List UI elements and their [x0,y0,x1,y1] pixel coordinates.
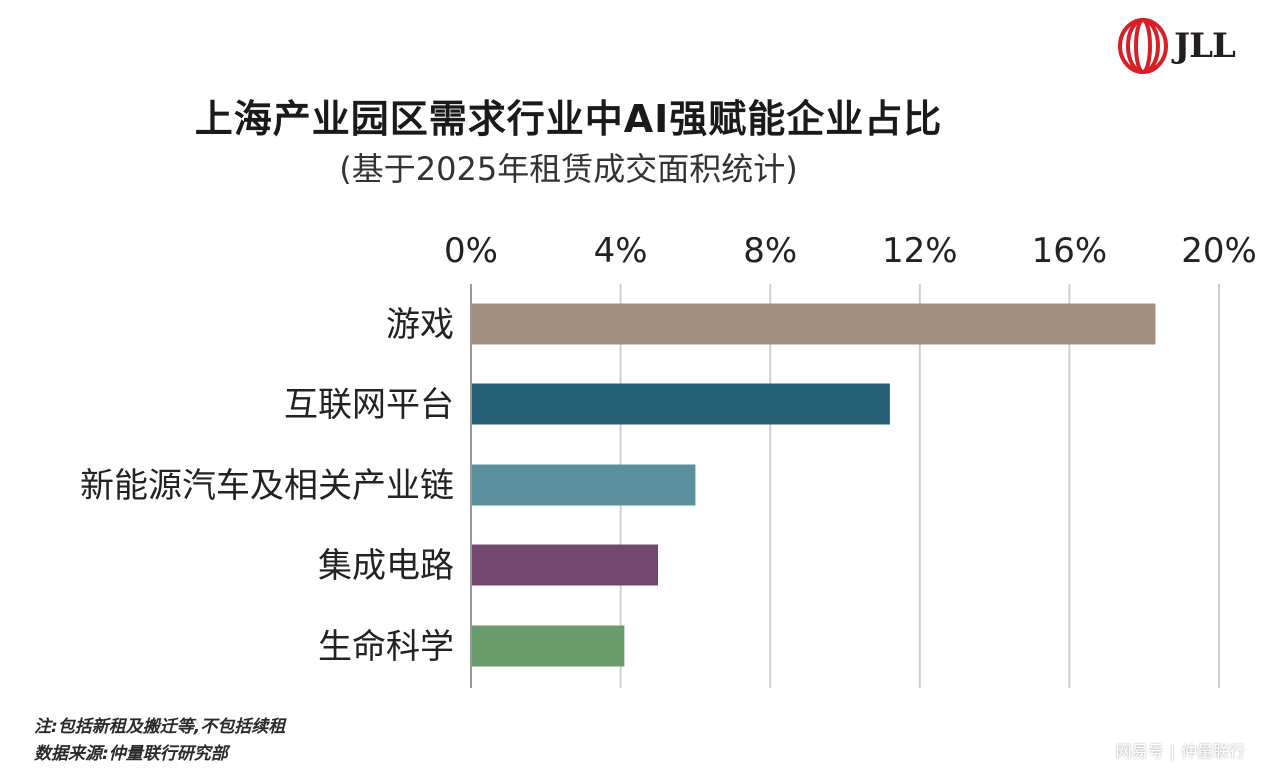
x-tick-label: 12% [882,231,958,271]
x-tick-label: 4% [594,231,648,271]
footnote: 注:包括新租及搬迁等,不包括续租 [34,717,286,737]
chart-subtitle: (基于2025年租赁成交面积统计) [339,150,798,188]
category-label: 集成电路 [318,546,454,586]
bar [471,464,696,506]
jll-logo: JLL [1118,18,1236,74]
watermark-platform: 网易号 [1115,742,1164,761]
bar [471,625,625,667]
x-tick-label: 0% [444,231,498,271]
bar [471,544,658,586]
x-tick-label: 20% [1181,231,1257,271]
category-label: 互联网平台 [284,385,454,425]
x-tick-label: 16% [1032,231,1108,271]
chart-title: 上海产业园区需求行业中AI强赋能企业占比 [194,97,943,141]
category-label: 生命科学 [318,627,454,667]
jll-logo-icon [1118,18,1168,74]
bar [471,303,1156,345]
watermark-author: 仲量联行 [1180,742,1245,761]
watermark: 网易号 | 仲量联行 [1115,742,1245,761]
x-tick-label: 8% [743,231,797,271]
category-label: 游戏 [386,305,454,345]
source-note: 数据来源:仲量联行研究部 [34,744,228,764]
bar [471,383,890,425]
logo-text: JLL [1174,26,1236,66]
category-label: 新能源汽车及相关产业链 [80,466,454,506]
